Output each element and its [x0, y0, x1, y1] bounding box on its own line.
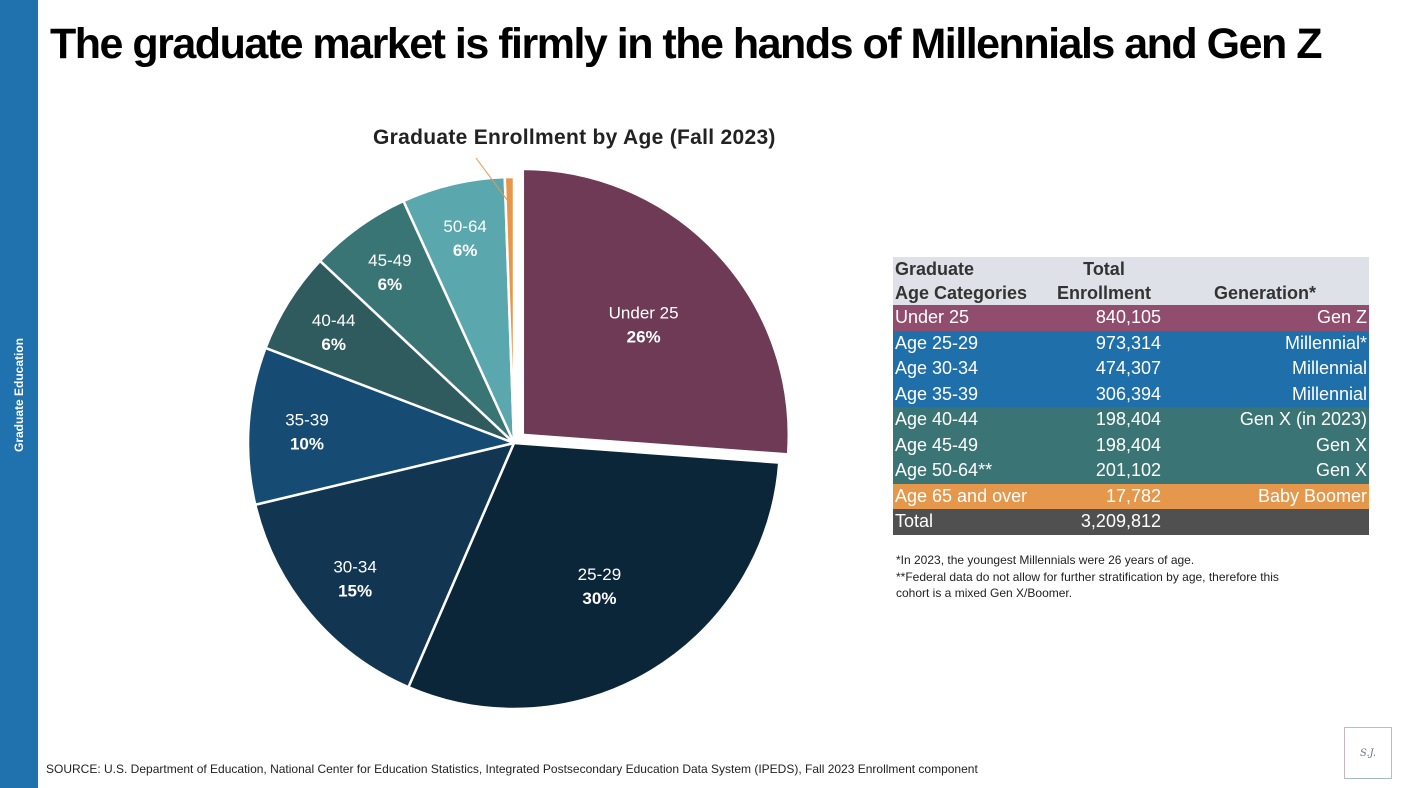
- cell-generation: Gen X: [1315, 460, 1367, 481]
- cell-total: 198,404: [1095, 434, 1161, 455]
- pie-slice: [503, 175, 516, 444]
- slice-pct-label: 30%: [582, 589, 616, 608]
- cell-generation: Gen Z: [1316, 307, 1367, 328]
- cell-age: Age 45-49: [895, 434, 979, 455]
- cell-generation: Millennial: [1291, 383, 1367, 404]
- cell-generation: [1161, 509, 1369, 535]
- cell-total: 3,209,812: [1080, 511, 1161, 532]
- table-row: Age 40-44 198,404 Gen X (in 2023): [893, 407, 1369, 433]
- logo: S.J.: [1344, 727, 1392, 779]
- cell-total: 306,394: [1095, 383, 1161, 404]
- cell-age: Total: [895, 511, 934, 532]
- table-row: Age 25-29 973,314 Millennial*: [893, 330, 1369, 356]
- header-age: Graduate Age Categories: [893, 257, 1047, 305]
- cell-total: 973,314: [1095, 332, 1161, 353]
- table-row: Age 45-49 198,404 Gen X: [893, 432, 1369, 458]
- slice-label: Under 25: [609, 304, 679, 323]
- cell-total: 474,307: [1095, 358, 1161, 379]
- footnotes: *In 2023, the youngest Millennials were …: [896, 552, 1279, 602]
- slice-pct-label: 26%: [627, 328, 661, 347]
- slice-label: 35-39: [285, 410, 328, 429]
- cell-generation: Baby Boomer: [1257, 485, 1367, 506]
- cell-total: 198,404: [1095, 409, 1161, 430]
- cell-age: Age 35-39: [895, 383, 979, 404]
- pie-slice: [246, 346, 519, 507]
- cell-age: Age 25-29: [895, 332, 979, 353]
- cell-age: Age 30-34: [895, 358, 979, 379]
- table-header: Graduate Age Categories Total Enrollment G…: [893, 257, 1369, 305]
- slice-pct-label: 10%: [290, 434, 324, 453]
- cell-generation: Gen X: [1315, 434, 1367, 455]
- cell-age: Age 40-44: [895, 409, 979, 430]
- page-title: The graduate market is firmly in the han…: [50, 20, 1323, 68]
- cell-total: 840,105: [1095, 307, 1161, 328]
- pie-slice: [521, 167, 790, 456]
- sidebar: Graduate Education: [0, 0, 38, 788]
- enrollment-table: Graduate Age Categories Total Enrollment G…: [893, 257, 1369, 535]
- footnote: **Federal data do not allow for further …: [896, 569, 1279, 584]
- slice-label: 45-49: [368, 251, 411, 270]
- slice-pct-label: 15%: [338, 581, 372, 600]
- pie-slice: [406, 441, 781, 711]
- leader-line: [475, 157, 511, 204]
- cell-generation: Gen X (in 2023): [1239, 409, 1367, 430]
- cell-age: Age 65 and over: [895, 485, 1028, 506]
- cell-generation: Millennial: [1291, 358, 1367, 379]
- table-row: Age 50-64** 201,102 Gen X: [893, 458, 1369, 484]
- chart-title: Graduate Enrollment by Age (Fall 2023): [373, 126, 776, 149]
- source-note: SOURCE: U.S. Department of Education, Na…: [46, 762, 978, 776]
- cell-age: Under 25: [895, 307, 970, 328]
- slice-pct-label: 6%: [378, 275, 403, 294]
- slice-label: 25-29: [578, 565, 621, 584]
- table-row: Total 3,209,812: [893, 509, 1369, 535]
- slice-pct-label: 6%: [453, 241, 478, 260]
- slice-label: 40-44: [312, 311, 355, 330]
- cell-total: 201,102: [1095, 460, 1161, 481]
- footnote: cohort is a mixed Gen X/Boomer.: [896, 586, 1073, 600]
- pie-slice: [253, 441, 517, 689]
- header-total: Total Enrollment: [1047, 257, 1161, 305]
- cell-total: 17,782: [1105, 485, 1161, 506]
- slice-label: 30-34: [333, 557, 376, 576]
- table-row: Age 65 and over 17,782 Baby Boomer: [893, 483, 1369, 509]
- cell-age: Age 50-64**: [895, 460, 993, 481]
- cell-generation: Millennial*: [1284, 332, 1367, 353]
- table-row: Age 35-39 306,394 Millennial: [893, 381, 1369, 407]
- slice-pct-label: 6%: [321, 335, 346, 354]
- footnote: *In 2023, the youngest Millennials were …: [896, 553, 1195, 567]
- table-row: Under 25 840,105 Gen Z: [893, 305, 1369, 331]
- header-generation: Generation*: [1161, 257, 1369, 305]
- slice-label: 50-64: [443, 217, 486, 236]
- table-row: Age 30-34 474,307 Millennial: [893, 356, 1369, 382]
